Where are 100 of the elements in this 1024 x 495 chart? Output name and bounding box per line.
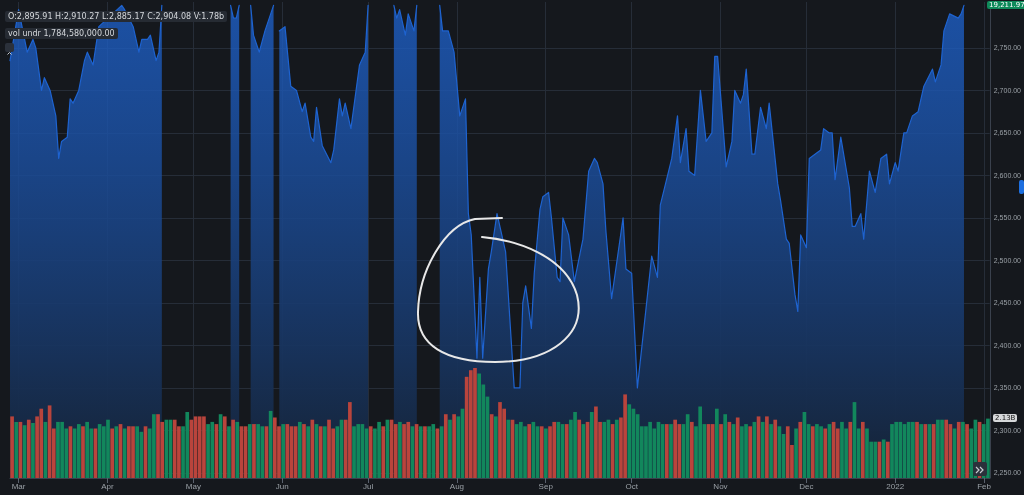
bar <box>648 421 652 478</box>
bar <box>131 426 135 478</box>
bar <box>106 419 110 478</box>
bar <box>26 419 31 478</box>
bar <box>231 419 235 478</box>
annotation: vol undr 1,784,580,000.00 <box>5 28 118 39</box>
bar <box>418 426 423 478</box>
bar <box>819 426 823 478</box>
bar <box>85 421 89 478</box>
bar <box>848 421 853 478</box>
bar <box>514 424 519 478</box>
bar <box>423 426 427 478</box>
bar <box>427 426 431 478</box>
bar <box>202 416 206 478</box>
bar <box>135 426 140 478</box>
bar <box>723 414 728 478</box>
x-tick-label: Mar <box>11 481 26 491</box>
bar <box>810 426 815 478</box>
bar <box>919 424 924 478</box>
bar <box>677 424 682 478</box>
bar <box>31 423 35 478</box>
bar <box>122 428 127 478</box>
bar <box>539 426 544 478</box>
annotation: O:2,895.91 H:2,910.27 L:2,885.17 C:2,904.08 V:1.78b <box>5 11 228 22</box>
bar <box>81 426 85 478</box>
bar <box>719 424 723 478</box>
bar <box>443 414 448 478</box>
bar <box>769 424 773 478</box>
bar <box>14 421 19 478</box>
bar <box>323 426 327 478</box>
bar <box>297 421 302 478</box>
bar <box>773 419 778 478</box>
bar <box>735 417 740 478</box>
x-tick-label: Oct <box>625 481 639 491</box>
bar <box>272 417 277 478</box>
bar <box>10 416 14 478</box>
bar <box>564 424 569 478</box>
bar <box>715 408 719 478</box>
bar <box>673 419 677 478</box>
bar <box>393 424 398 478</box>
x-tick-label: Dec <box>799 481 814 491</box>
bar <box>247 424 252 478</box>
bar <box>744 424 748 478</box>
bar <box>936 419 940 478</box>
bar <box>627 404 632 478</box>
bar <box>206 424 210 478</box>
bar <box>740 426 744 478</box>
bar <box>348 402 352 478</box>
bar <box>156 414 160 478</box>
bar <box>911 421 915 478</box>
bar <box>760 421 765 478</box>
bar <box>894 421 899 478</box>
bar <box>840 421 844 478</box>
bar <box>468 370 473 478</box>
bar <box>185 412 190 478</box>
bar <box>573 412 577 478</box>
bar <box>765 416 769 478</box>
bar <box>493 416 498 478</box>
bar <box>327 419 331 478</box>
bar <box>961 421 965 478</box>
x-tick-label: Apr <box>101 481 114 491</box>
bar <box>794 428 798 478</box>
bar <box>368 426 373 478</box>
bar <box>644 426 648 478</box>
bar <box>860 421 865 478</box>
bar <box>260 426 265 478</box>
bar <box>398 421 402 478</box>
bar <box>602 421 607 478</box>
bar <box>285 424 290 478</box>
bar <box>356 424 361 478</box>
x-tick-label: Sep <box>538 481 554 491</box>
bar <box>519 421 523 478</box>
bar <box>381 426 386 478</box>
bar <box>798 421 803 478</box>
bar <box>577 419 582 478</box>
bar <box>235 421 240 478</box>
bar <box>318 426 323 478</box>
bar <box>172 419 177 478</box>
bar <box>965 424 969 478</box>
bar <box>748 426 753 478</box>
bar <box>815 424 819 478</box>
bar <box>452 414 456 478</box>
bar <box>956 421 961 478</box>
bar <box>664 424 669 478</box>
x-tick-label: Jul <box>362 481 374 491</box>
bar <box>39 408 44 478</box>
bar <box>256 424 260 478</box>
bar <box>306 426 311 478</box>
bar <box>873 441 878 478</box>
x-tick-label: Feb <box>977 481 992 491</box>
bar <box>885 441 890 478</box>
bar <box>227 426 231 478</box>
bar <box>614 419 619 478</box>
x-tick-label: May <box>185 481 201 491</box>
bar <box>552 421 557 478</box>
bar <box>523 426 527 478</box>
bar <box>473 368 477 478</box>
bar <box>544 428 548 478</box>
bar <box>623 394 627 478</box>
x-tick-label: Jun <box>275 481 289 491</box>
